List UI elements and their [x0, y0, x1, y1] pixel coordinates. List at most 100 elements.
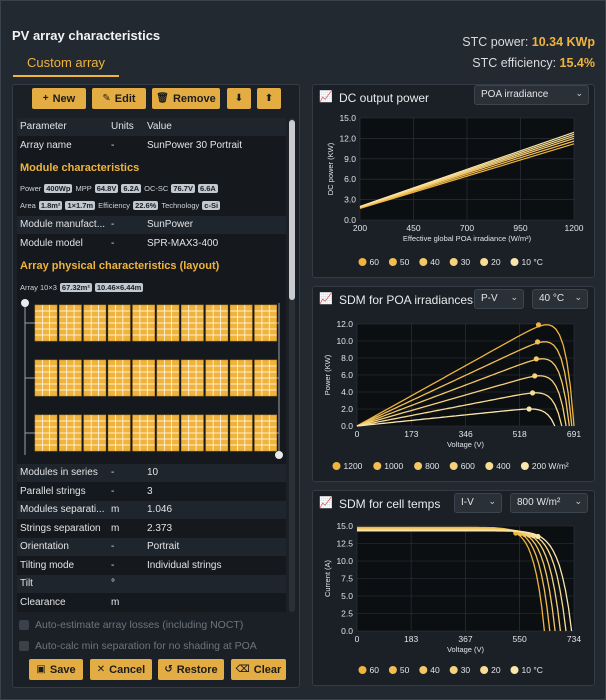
table-row[interactable]: Module manufact... - SunPower [17, 216, 286, 234]
checkbox-box[interactable] [19, 620, 29, 630]
legend-item[interactable]: 60 [358, 665, 380, 675]
legend-item[interactable]: 30 [449, 665, 471, 675]
remove-label: Remove [172, 92, 216, 105]
stc-efficiency-label: STC efficiency: [472, 56, 557, 70]
pv-module [156, 414, 180, 452]
pv-module [107, 414, 131, 452]
dims-badge: 1×1.7m [65, 201, 96, 210]
restore-button[interactable]: ↺ Restore [158, 659, 224, 680]
clear-button[interactable]: ⌫ Clear [231, 659, 286, 680]
auto-estimate-checkbox[interactable]: Auto-estimate array losses (including NO… [19, 619, 243, 631]
legend-item[interactable]: 1000 [373, 461, 403, 471]
remove-button[interactable]: 🗑 Remove [152, 88, 220, 109]
module-summary-line2: Area 1.8m² 1×1.7m Efficiency 22.6% Techn… [20, 201, 221, 210]
table-row[interactable]: Tilting mode - Individual strings [17, 557, 286, 575]
pv-module [156, 304, 180, 342]
upload-button[interactable]: ⬆ [257, 88, 281, 109]
series-line [357, 530, 573, 632]
tab-custom-array[interactable]: Custom array [13, 53, 119, 77]
table-scrollbar[interactable] [289, 118, 295, 612]
table-row[interactable]: Strings separation m 2.373 [17, 520, 286, 538]
edit-label: Edit [114, 92, 136, 105]
new-button[interactable]: + New [32, 88, 86, 109]
pv-module [205, 304, 229, 342]
new-label: New [52, 92, 76, 105]
table-row[interactable]: Module model - SPR-MAX3-400 [17, 235, 286, 253]
legend-item[interactable]: 800 [414, 461, 440, 471]
download-button[interactable]: ⬇ [227, 88, 251, 109]
param-units: - [111, 559, 115, 571]
cancel-button[interactable]: ✕ Cancel [90, 659, 152, 680]
area-label: Area [20, 201, 36, 210]
pv-module [229, 359, 253, 397]
negative-terminal-icon [275, 451, 283, 459]
table-row[interactable]: Array name - SunPower 30 Portrait [17, 137, 286, 155]
header-parameter: Parameter [20, 121, 67, 132]
pv-module [205, 414, 229, 452]
legend-item[interactable]: 400 [485, 461, 511, 471]
pv-iv-select[interactable]: I-V ⌄ [454, 493, 502, 513]
y-tick-label: 7.5 [341, 574, 353, 584]
checkbox-box[interactable] [19, 641, 29, 651]
chart-title: SDM for POA irradiances [339, 293, 474, 307]
chevron-down-icon: ⌄ [488, 496, 496, 506]
header-units: Units [111, 121, 134, 132]
x-tick-label: 700 [460, 223, 474, 233]
irradiance-select[interactable]: POA irradiance ⌄ [474, 85, 589, 105]
legend-item[interactable]: 30 [449, 257, 471, 267]
legend-label: 20 [491, 665, 501, 675]
auto-calc-checkbox[interactable]: Auto-calc min separation for no shading … [19, 640, 257, 652]
chevron-down-icon: ⌄ [510, 292, 518, 302]
legend-item[interactable]: 60 [358, 257, 380, 267]
irradiance-select[interactable]: 800 W/m² ⌄ [510, 493, 588, 513]
legend-item[interactable]: 40 [419, 257, 440, 267]
dc-output-chart-panel: 📈 DC output power POA irradiance ⌄ 0.0 3.0… [312, 84, 595, 278]
legend-swatch [485, 462, 494, 470]
scrollbar-thumb[interactable] [289, 120, 295, 300]
select-value: POA irradiance [481, 89, 549, 100]
pv-module [132, 359, 155, 397]
legend-item[interactable]: 50 [388, 257, 410, 267]
area-badge: 1.8m² [38, 201, 63, 210]
save-button[interactable]: ▣ Save [29, 659, 83, 680]
oc-voltage-badge: 76.7V [171, 184, 195, 193]
series-line [357, 528, 556, 632]
y-tick-label: 9.0 [344, 154, 356, 164]
chart-icon: 📈 [319, 293, 333, 305]
pv-module [34, 414, 58, 452]
stc-power: STC power: 10.34 KWp [462, 35, 595, 49]
y-tick-label: 8.0 [341, 353, 353, 363]
pv-module [59, 359, 82, 397]
table-row[interactable]: Parallel strings - 3 [17, 483, 286, 501]
legend-item[interactable]: 40 [419, 665, 440, 675]
pv-iv-select[interactable]: P-V ⌄ [474, 289, 524, 309]
pv-module [59, 414, 82, 452]
legend-label: 40 [430, 257, 440, 267]
legend-item[interactable]: 600 [449, 461, 475, 471]
y-tick-label: 0.0 [341, 626, 353, 636]
eraser-icon: ⌫ [235, 664, 250, 675]
x-tick-label: 734 [567, 634, 581, 644]
pv-module [83, 359, 107, 397]
table-row[interactable]: Clearance m [17, 594, 286, 612]
temperature-select[interactable]: 40 °C ⌄ [532, 289, 588, 309]
array-size-label: Array 10×3 [20, 283, 57, 292]
legend-item[interactable]: 1200 [332, 461, 363, 471]
legend-item[interactable]: 20 [480, 257, 501, 267]
ocsc-label: OC-SC [144, 184, 169, 193]
edit-button[interactable]: ✎ Edit [92, 88, 146, 109]
clear-label: Clear [253, 663, 282, 676]
param-units: - [111, 219, 115, 230]
legend-item[interactable]: 20 [480, 665, 501, 675]
y-tick-label: 4.0 [341, 387, 353, 397]
table-row[interactable]: Orientation - Portrait [17, 538, 286, 556]
legend-item[interactable]: 10 °C [510, 257, 543, 267]
legend-item[interactable]: 200 W/m² [520, 461, 569, 471]
legend-item[interactable]: 50 [388, 665, 410, 675]
table-row[interactable]: Modules in series - 10 [17, 464, 286, 482]
table-row[interactable]: Tilt ° [17, 575, 286, 593]
legend-item[interactable]: 10 °C [510, 665, 543, 675]
param-units: - [111, 140, 115, 151]
table-row[interactable]: Modules separati... m 1.046 [17, 501, 286, 519]
